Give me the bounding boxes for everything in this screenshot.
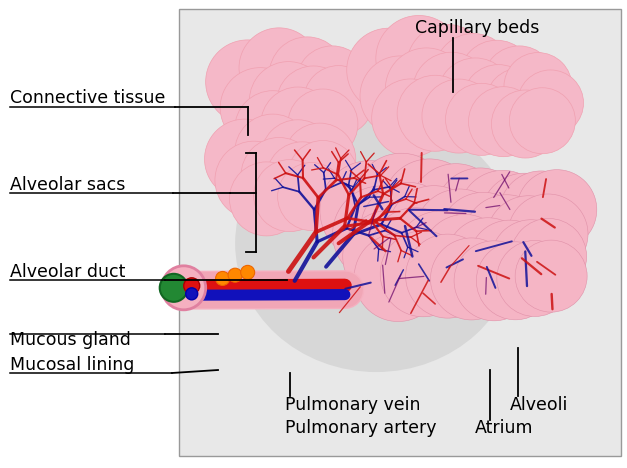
Text: Atrium: Atrium xyxy=(475,419,534,437)
Circle shape xyxy=(413,52,490,130)
Circle shape xyxy=(431,238,512,320)
Circle shape xyxy=(446,83,517,155)
FancyBboxPatch shape xyxy=(179,9,621,456)
Circle shape xyxy=(206,40,290,124)
Text: Capillary beds: Capillary beds xyxy=(415,19,539,37)
Circle shape xyxy=(497,241,573,316)
Text: Alveoli: Alveoli xyxy=(510,396,568,414)
Circle shape xyxy=(517,170,597,249)
Circle shape xyxy=(460,40,534,114)
Circle shape xyxy=(288,140,358,211)
Circle shape xyxy=(410,164,502,256)
Circle shape xyxy=(386,48,467,130)
Circle shape xyxy=(397,75,473,151)
Text: Alveolar sacs: Alveolar sacs xyxy=(10,176,125,194)
Text: Pulmonary artery: Pulmonary artery xyxy=(285,419,436,437)
Circle shape xyxy=(320,161,420,261)
Circle shape xyxy=(492,90,559,158)
Circle shape xyxy=(269,37,345,113)
Circle shape xyxy=(220,68,300,147)
Circle shape xyxy=(382,159,477,253)
Circle shape xyxy=(343,211,435,302)
Circle shape xyxy=(487,196,571,280)
Circle shape xyxy=(241,265,255,279)
Circle shape xyxy=(266,142,338,214)
Circle shape xyxy=(463,65,534,137)
Circle shape xyxy=(388,186,480,278)
Circle shape xyxy=(239,28,319,108)
Circle shape xyxy=(277,66,350,140)
Circle shape xyxy=(508,194,588,274)
Circle shape xyxy=(483,46,555,118)
Circle shape xyxy=(215,141,293,219)
Circle shape xyxy=(491,220,571,300)
Text: Connective tissue: Connective tissue xyxy=(10,89,166,107)
Circle shape xyxy=(509,88,576,154)
Circle shape xyxy=(485,68,556,138)
Circle shape xyxy=(353,153,450,249)
Circle shape xyxy=(469,220,551,302)
Circle shape xyxy=(347,28,431,112)
Circle shape xyxy=(370,208,460,298)
Circle shape xyxy=(162,266,206,310)
Circle shape xyxy=(463,195,550,281)
Circle shape xyxy=(517,70,584,136)
Circle shape xyxy=(440,192,527,280)
Circle shape xyxy=(332,186,429,282)
Circle shape xyxy=(261,87,335,161)
Circle shape xyxy=(284,123,356,195)
Circle shape xyxy=(446,218,530,302)
Circle shape xyxy=(407,24,488,107)
Circle shape xyxy=(354,234,442,322)
Circle shape xyxy=(414,189,505,279)
Circle shape xyxy=(422,79,496,153)
Circle shape xyxy=(297,46,368,118)
Circle shape xyxy=(454,241,534,321)
Circle shape xyxy=(278,162,345,231)
Circle shape xyxy=(459,170,547,258)
Circle shape xyxy=(396,211,484,299)
Circle shape xyxy=(435,168,525,258)
Circle shape xyxy=(421,214,508,300)
Circle shape xyxy=(504,52,572,121)
Circle shape xyxy=(510,219,587,294)
Circle shape xyxy=(515,240,587,312)
Text: Mucosal lining: Mucosal lining xyxy=(10,356,134,374)
Circle shape xyxy=(406,234,490,318)
Circle shape xyxy=(372,79,450,157)
Circle shape xyxy=(468,87,539,157)
Circle shape xyxy=(254,160,325,232)
Circle shape xyxy=(228,268,242,282)
Text: Alveolar duct: Alveolar duct xyxy=(10,263,125,281)
Circle shape xyxy=(186,288,198,300)
Circle shape xyxy=(261,120,335,194)
Text: Pulmonary vein: Pulmonary vein xyxy=(285,396,421,414)
Circle shape xyxy=(360,56,440,136)
Circle shape xyxy=(477,242,554,320)
Circle shape xyxy=(361,183,455,276)
Circle shape xyxy=(437,58,514,134)
Circle shape xyxy=(435,34,512,111)
Circle shape xyxy=(234,114,311,190)
Circle shape xyxy=(160,274,187,302)
Circle shape xyxy=(234,91,311,167)
Circle shape xyxy=(303,66,374,136)
Circle shape xyxy=(241,138,317,213)
Circle shape xyxy=(229,162,303,236)
Circle shape xyxy=(481,173,567,259)
Circle shape xyxy=(380,231,466,317)
Circle shape xyxy=(216,271,229,285)
Circle shape xyxy=(184,278,200,294)
Circle shape xyxy=(204,119,285,199)
Circle shape xyxy=(288,89,358,159)
Ellipse shape xyxy=(235,115,517,372)
Circle shape xyxy=(376,15,462,102)
Circle shape xyxy=(250,62,327,139)
Circle shape xyxy=(499,171,583,255)
Text: Mucous gland: Mucous gland xyxy=(10,331,131,349)
